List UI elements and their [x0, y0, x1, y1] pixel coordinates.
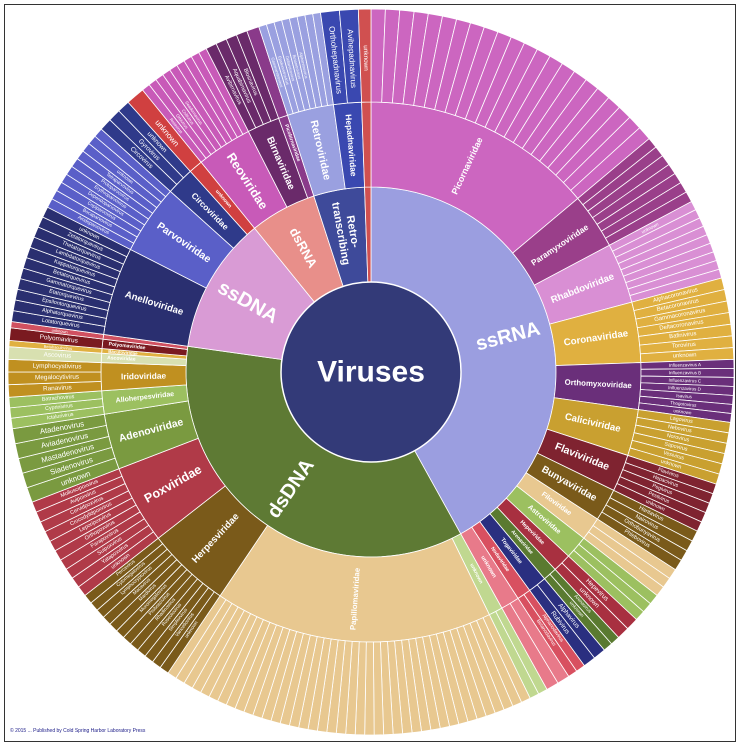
genus-label: Influenzavirus D [668, 385, 702, 392]
genus-label: Lotatorquevirus [41, 318, 80, 330]
genus-label: unknown [362, 45, 369, 71]
genus-label: Megalocytivirus [35, 374, 79, 382]
genus-label: Torovirus [672, 342, 697, 350]
genus-label: Norovirus [666, 433, 690, 444]
family-label: Papillomaviridae [348, 567, 361, 631]
genus-segment[interactable] [357, 8, 372, 103]
family-label: Orthomyxoviridae [564, 378, 632, 391]
family-label-small: Baculoviridae [108, 349, 138, 356]
genus-label: Ictalurivirus [46, 412, 74, 422]
genus-label: Ascovirus [43, 351, 71, 359]
genus-label: Influenzavirus C [668, 378, 702, 384]
genus-label: Betabaculovirus [44, 344, 73, 351]
genus-label: Thogotovirus [670, 400, 697, 408]
genus-label: Isavirus [676, 393, 693, 399]
genus-label: Influenzavirus B [669, 370, 701, 375]
image-frame [4, 4, 736, 742]
genus-label: Deltaretrovirus [285, 55, 297, 81]
genus-label: Vesivirus [663, 450, 685, 462]
genus-label: Cyprinivirus [45, 403, 74, 412]
genus-label: unknown [51, 327, 68, 334]
genus-label: Sapovirus [664, 441, 689, 453]
family-label: Iridoviridae [121, 371, 167, 382]
center-root-circle[interactable] [280, 281, 462, 463]
genus-label: Lymphocystivirus [33, 363, 82, 371]
genus-label: Alpharetrovirus [298, 52, 309, 79]
family-label-small: Polyomaviridae [108, 341, 146, 351]
genus-label: Lagovirus [669, 415, 693, 425]
genus-label: Nebovirus [667, 424, 692, 434]
root-title: Viruses [317, 356, 425, 389]
family-label-small: Ascoviridae [107, 355, 136, 362]
genus-label: Ranavirus [43, 384, 72, 392]
publisher-credit: © 2015 ... Published by Cold Spring Harb… [10, 728, 146, 734]
genus-label: Bafinivirus [669, 331, 697, 340]
genus-label: Batrachovirus [42, 394, 75, 403]
genus-label: unknown [673, 408, 692, 415]
genus-label: Avihepadnavirus [346, 29, 359, 88]
genus-label: Polyomavirus [39, 334, 78, 345]
genus-label: unknown [673, 352, 697, 359]
genus-label: Influenzavirus A [669, 362, 702, 368]
genus-label: Betaretrovirus [292, 54, 303, 79]
